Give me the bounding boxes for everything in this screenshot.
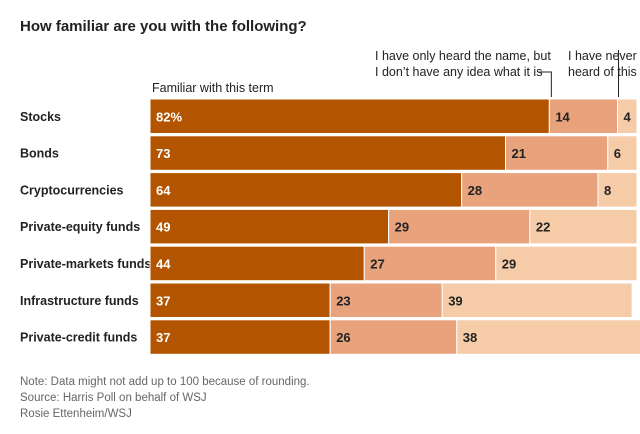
bar-familiar-bonds bbox=[149, 135, 507, 171]
legend-never-line2: heard of this bbox=[568, 65, 637, 79]
bar-familiar-cryptocurrencies bbox=[149, 172, 463, 208]
legend-heard-line1: I have only heard the name, but bbox=[375, 49, 551, 63]
bar-never-infrastructure-funds bbox=[441, 282, 633, 318]
bar-heard-infrastructure-funds bbox=[329, 282, 443, 318]
data-label-heard-bonds: 21 bbox=[512, 146, 526, 161]
data-label-familiar-cryptocurrencies: 64 bbox=[156, 183, 171, 198]
bar-heard-stocks bbox=[548, 98, 619, 134]
bar-familiar-infrastructure-funds bbox=[149, 282, 331, 318]
bars: Stocks 82% 14 4 Bonds 73 21 6 Cryptocurrencies 64… bbox=[20, 98, 640, 355]
legend-familiar: Familiar with this term bbox=[152, 81, 274, 95]
legend-leaders bbox=[539, 50, 620, 97]
footer: Note: Data might not add up to 100 becau… bbox=[20, 374, 310, 422]
footer-credit: Rosie Ettenheim/WSJ bbox=[20, 408, 132, 420]
data-label-familiar-private-markets-funds: 44 bbox=[156, 256, 171, 271]
footer-note: Note: Data might not add up to 100 becau… bbox=[20, 376, 310, 388]
data-label-familiar-private-equity-funds: 49 bbox=[156, 220, 170, 235]
category-label-private-credit-funds: Private-credit funds bbox=[20, 331, 137, 345]
bar-heard-private-credit-funds bbox=[329, 319, 458, 355]
data-label-never-cryptocurrencies: 8 bbox=[604, 183, 611, 198]
category-label-infrastructure-funds: Infrastructure funds bbox=[20, 294, 139, 308]
bar-never-cryptocurrencies bbox=[597, 172, 638, 208]
data-label-never-private-credit-funds: 38 bbox=[463, 330, 477, 345]
data-label-heard-private-credit-funds: 26 bbox=[336, 330, 350, 345]
legend-heard-line2: I don’t have any idea what it is bbox=[375, 65, 543, 79]
bar-never-bonds bbox=[607, 135, 638, 171]
data-label-familiar-infrastructure-funds: 37 bbox=[156, 293, 170, 308]
data-label-familiar-stocks: 82% bbox=[156, 109, 182, 124]
bar-heard-cryptocurrencies bbox=[461, 172, 599, 208]
bar-never-private-markets-funds bbox=[495, 245, 638, 282]
data-label-heard-stocks: 14 bbox=[555, 109, 570, 124]
bar-familiar-private-equity-funds bbox=[149, 208, 390, 245]
category-label-stocks: Stocks bbox=[20, 110, 61, 124]
data-label-never-private-equity-funds: 22 bbox=[536, 220, 550, 235]
chart-title: How familiar are you with the following? bbox=[20, 18, 307, 35]
data-label-never-stocks: 4 bbox=[624, 109, 632, 124]
bar-never-private-credit-funds bbox=[456, 319, 640, 355]
data-label-familiar-bonds: 73 bbox=[156, 146, 170, 161]
footer-source: Source: Harris Poll on behalf of WSJ bbox=[20, 392, 207, 404]
data-label-heard-private-markets-funds: 27 bbox=[370, 256, 384, 271]
data-label-familiar-private-credit-funds: 37 bbox=[156, 330, 170, 345]
bar-heard-private-equity-funds bbox=[388, 208, 531, 245]
data-label-heard-cryptocurrencies: 28 bbox=[468, 183, 482, 198]
legend-never-line1: I have never bbox=[568, 49, 637, 63]
data-label-heard-infrastructure-funds: 23 bbox=[336, 293, 350, 308]
bar-heard-private-markets-funds bbox=[363, 245, 497, 282]
data-label-never-bonds: 6 bbox=[614, 146, 621, 161]
bar-never-stocks bbox=[617, 98, 638, 134]
category-label-cryptocurrencies: Cryptocurrencies bbox=[20, 183, 124, 197]
category-label-private-markets-funds: Private-markets funds bbox=[20, 257, 151, 271]
data-label-never-private-markets-funds: 29 bbox=[502, 256, 516, 271]
category-label-private-equity-funds: Private-equity funds bbox=[20, 220, 140, 234]
data-label-never-infrastructure-funds: 39 bbox=[448, 293, 462, 308]
bar-familiar-private-markets-funds bbox=[149, 245, 365, 282]
legend-heard-leader-line bbox=[539, 71, 552, 97]
category-label-bonds: Bonds bbox=[20, 147, 59, 161]
bar-familiar-stocks bbox=[149, 98, 550, 134]
bar-familiar-private-credit-funds bbox=[149, 319, 331, 355]
bar-never-private-equity-funds bbox=[529, 208, 638, 245]
data-label-heard-private-equity-funds: 29 bbox=[395, 220, 409, 235]
